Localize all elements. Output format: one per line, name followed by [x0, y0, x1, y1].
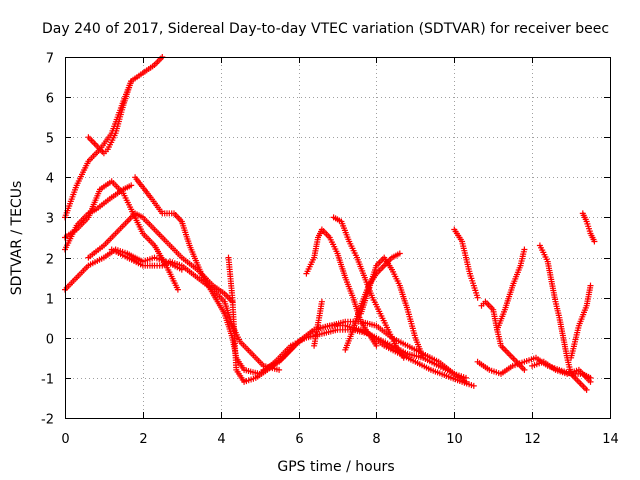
series-trace-12 [311, 298, 325, 349]
y-tick-label: 6 [46, 92, 54, 107]
x-tick-label: 8 [372, 432, 380, 447]
y-tick-label: 1 [46, 293, 54, 308]
y-axis-label: SDTVAR / TECUs [9, 181, 25, 296]
point-markers [536, 242, 590, 393]
y-tick-label: 7 [46, 52, 54, 67]
point-markers [85, 78, 135, 157]
series-trace-21 [568, 282, 594, 361]
x-tick-label: 14 [602, 432, 619, 447]
point-markers [311, 298, 325, 349]
series-trace-16 [451, 226, 481, 301]
x-tick-label: 0 [61, 432, 69, 447]
data-points [62, 54, 598, 393]
series-trace-15 [357, 254, 427, 361]
x-tick-label: 6 [295, 432, 303, 447]
point-markers [330, 214, 407, 361]
plot-frame [65, 57, 611, 419]
x-tick-label: 4 [217, 432, 225, 447]
point-markers [451, 226, 481, 301]
x-axis-label: GPS time / hours [277, 459, 394, 475]
point-markers [568, 282, 594, 361]
x-tick-label: 10 [446, 432, 463, 447]
series-trace-20 [536, 242, 590, 393]
series-trace-23 [529, 358, 594, 385]
x-tick-label: 2 [139, 432, 147, 447]
x-tick-label: 12 [524, 432, 541, 447]
y-tick-label: -2 [41, 413, 54, 428]
series-trace-7 [108, 246, 283, 373]
series-trace-19 [494, 246, 528, 333]
y-tick-label: 3 [46, 212, 54, 227]
point-markers [357, 254, 427, 361]
series-trace-13 [330, 214, 407, 361]
y-tick-label: 0 [46, 333, 54, 348]
y-tick-label: 4 [46, 172, 54, 187]
series-trace-22 [579, 210, 598, 245]
point-markers [108, 246, 283, 373]
chart-title: Day 240 of 2017, Sidereal Day-to-day VTE… [42, 21, 609, 37]
point-markers [494, 246, 528, 333]
y-tick-label: 5 [46, 132, 54, 147]
point-markers [529, 358, 594, 385]
x-axis: 0 2 4 6 8 10 12 14 [61, 57, 619, 447]
y-tick-label: -1 [41, 373, 54, 388]
point-markers [579, 210, 598, 245]
series-trace-3 [85, 78, 135, 157]
y-tick-label: 2 [46, 253, 54, 268]
